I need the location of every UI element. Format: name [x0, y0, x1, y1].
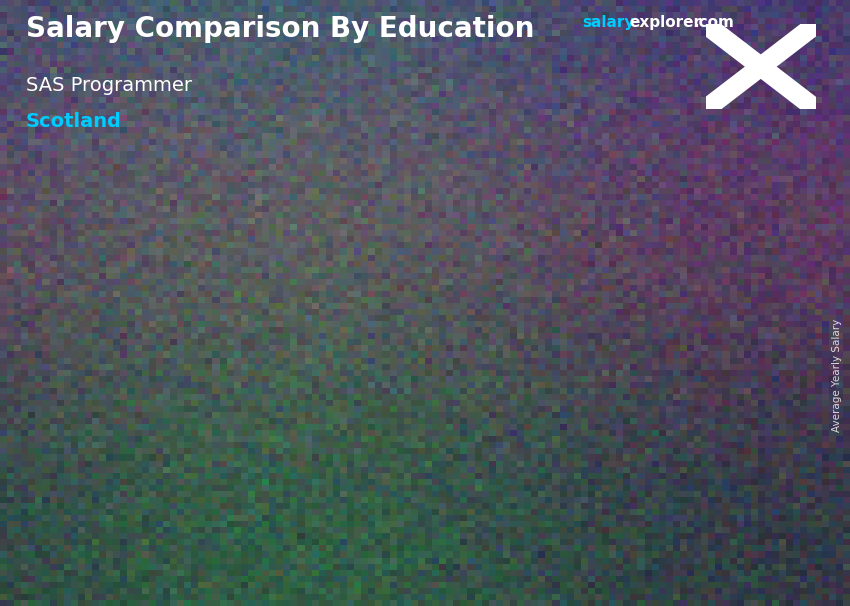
Text: Master's
Degree: Master's Degree: [584, 551, 657, 583]
Polygon shape: [550, 228, 691, 239]
FancyBboxPatch shape: [323, 326, 338, 527]
Text: explorer: explorer: [629, 15, 701, 30]
FancyBboxPatch shape: [96, 371, 221, 527]
Text: Salary Comparison By Education: Salary Comparison By Education: [26, 15, 534, 43]
Text: Certificate or
Diploma: Certificate or Diploma: [110, 551, 224, 583]
Polygon shape: [221, 361, 238, 527]
Polygon shape: [674, 228, 691, 527]
Text: .com: .com: [694, 15, 734, 30]
Text: Average Yearly Salary: Average Yearly Salary: [832, 319, 842, 432]
Text: salary: salary: [582, 15, 635, 30]
FancyBboxPatch shape: [323, 326, 448, 527]
Text: 88,600 GBP: 88,600 GBP: [332, 298, 428, 313]
Text: Bachelor's
Degree: Bachelor's Degree: [349, 551, 439, 583]
FancyBboxPatch shape: [96, 371, 111, 527]
Text: +43%: +43%: [444, 152, 520, 175]
Text: 68,600 GBP: 68,600 GBP: [105, 344, 201, 359]
Text: Scotland: Scotland: [26, 112, 122, 131]
Polygon shape: [96, 361, 238, 371]
FancyBboxPatch shape: [550, 239, 674, 527]
Polygon shape: [323, 316, 465, 326]
Polygon shape: [448, 316, 465, 527]
Text: +29%: +29%: [217, 224, 293, 248]
Text: 127,000 GBP: 127,000 GBP: [539, 211, 644, 226]
FancyBboxPatch shape: [550, 239, 564, 527]
Text: SAS Programmer: SAS Programmer: [26, 76, 191, 95]
